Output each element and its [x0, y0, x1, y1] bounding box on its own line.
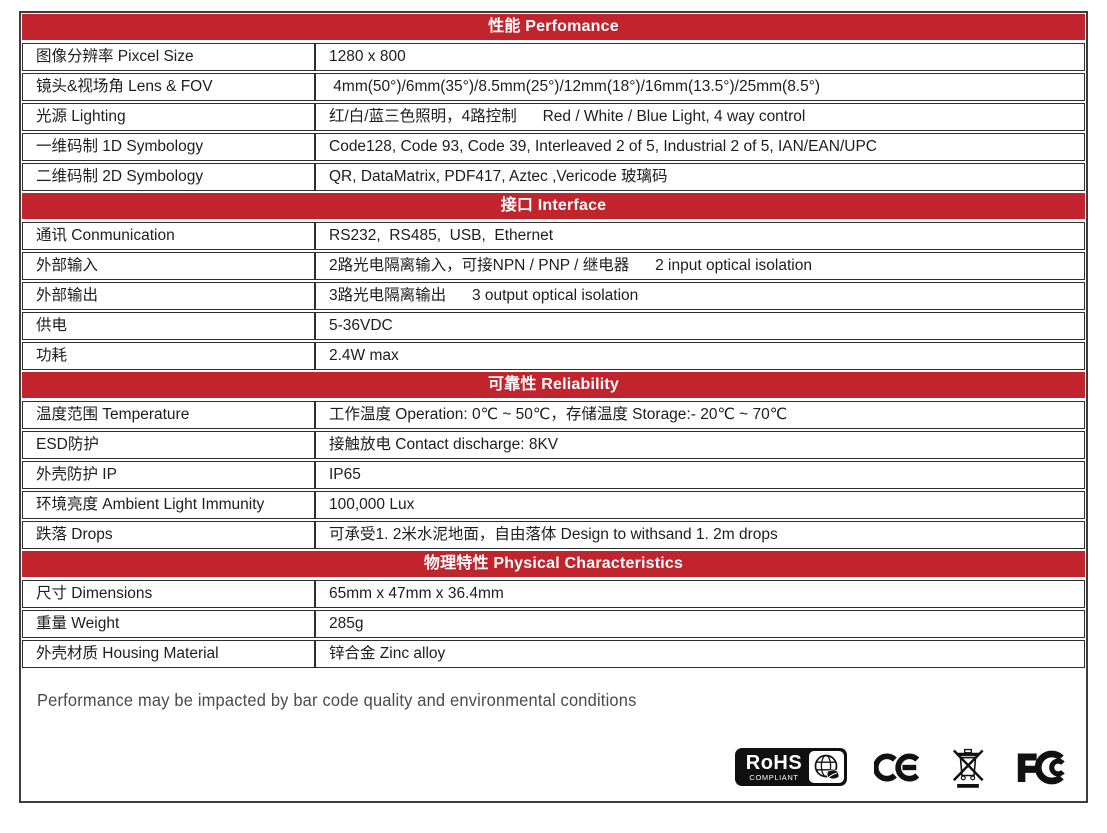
rohs-title: RoHS — [745, 751, 803, 774]
ce-mark-icon — [874, 749, 924, 786]
spec-row: 外部输出 3路光电隔离输出 3 output optical isolation — [22, 282, 1085, 310]
spec-label: 供电 — [22, 312, 315, 340]
weee-bin-icon — [951, 744, 985, 790]
spec-value: 工作温度 Operation: 0℃ ~ 50℃，存储温度 Storage:- … — [315, 401, 1085, 429]
spec-label: 外部输出 — [22, 282, 315, 310]
spec-label: 外部输入 — [22, 252, 315, 280]
spec-label: 通讯 Conmunication — [22, 222, 315, 250]
spec-value: 锌合金 Zinc alloy — [315, 640, 1085, 668]
spec-row: 外壳材质 Housing Material 锌合金 Zinc alloy — [22, 640, 1085, 668]
spec-value: QR, DataMatrix, PDF417, Aztec ,Vericode … — [315, 163, 1085, 191]
spec-value: Code128, Code 93, Code 39, Interleaved 2… — [315, 133, 1085, 161]
spec-row: 二维码制 2D Symbology QR, DataMatrix, PDF417,… — [22, 163, 1085, 191]
spec-label: 外壳防护 IP — [22, 461, 315, 489]
spec-row: 尺寸 Dimensions 65mm x 47mm x 36.4mm — [22, 580, 1085, 608]
spec-value: 3路光电隔离输出 3 output optical isolation — [315, 282, 1085, 310]
spec-row: 环境亮度 Ambient Light Immunity 100,000 Lux — [22, 491, 1085, 519]
spec-label: 温度范围 Temperature — [22, 401, 315, 429]
spec-row: ESD防护 接触放电 Contact discharge: 8KV — [22, 431, 1085, 459]
fcc-mark-icon — [1012, 749, 1070, 786]
certification-logos: RoHS COMPLIANT — [735, 744, 1070, 790]
spec-row: 功耗 2.4W max — [22, 342, 1085, 370]
spec-value: 红/白/蓝三色照明，4路控制 Red / White / Blue Light,… — [315, 103, 1085, 131]
spec-value: 100,000 Lux — [315, 491, 1085, 519]
spec-value: IP65 — [315, 461, 1085, 489]
spec-table-body: 性能 Perfomance 图像分辨率 Pixcel Size 1280 x 800… — [22, 14, 1085, 668]
section-header: 可靠性 Reliability — [22, 372, 1085, 398]
spec-value: 1280 x 800 — [315, 43, 1085, 71]
globe-leaf-icon — [809, 751, 844, 783]
spec-row: 图像分辨率 Pixcel Size 1280 x 800 — [22, 43, 1085, 71]
spec-value: 65mm x 47mm x 36.4mm — [315, 580, 1085, 608]
spec-value: 2路光电隔离输入，可接NPN / PNP / 继电器 2 input optic… — [315, 252, 1085, 280]
spec-row: 外壳防护 IP IP65 — [22, 461, 1085, 489]
spec-label: 尺寸 Dimensions — [22, 580, 315, 608]
rohs-badge: RoHS COMPLIANT — [735, 748, 847, 786]
spec-value: RS232, RS485, USB, Ethernet — [315, 222, 1085, 250]
spec-value: 5-36VDC — [315, 312, 1085, 340]
spec-label: 二维码制 2D Symbology — [22, 163, 315, 191]
spec-label: 重量 Weight — [22, 610, 315, 638]
spec-value: 4mm(50°)/6mm(35°)/8.5mm(25°)/12mm(18°)/1… — [315, 73, 1085, 101]
spec-row: 外部输入 2路光电隔离输入，可接NPN / PNP / 继电器 2 input o… — [22, 252, 1085, 280]
spec-value: 接触放电 Contact discharge: 8KV — [315, 431, 1085, 459]
section-header: 物理特性 Physical Characteristics — [22, 551, 1085, 577]
spec-label: 一维码制 1D Symbology — [22, 133, 315, 161]
spec-row: 一维码制 1D Symbology Code128, Code 93, Code … — [22, 133, 1085, 161]
spec-row: 重量 Weight 285g — [22, 610, 1085, 638]
spec-value: 可承受1. 2米水泥地面，自由落体 Design to withsand 1. … — [315, 521, 1085, 549]
rohs-label: RoHS COMPLIANT — [735, 753, 809, 782]
rohs-subtitle: COMPLIANT — [749, 772, 799, 782]
spec-row: 供电 5-36VDC — [22, 312, 1085, 340]
spec-row: 镜头&视场角 Lens & FOV 4mm(50°)/6mm(35°)/8.5m… — [22, 73, 1085, 101]
spec-sheet: 性能 Perfomance 图像分辨率 Pixcel Size 1280 x 800… — [19, 11, 1088, 803]
spec-label: 功耗 — [22, 342, 315, 370]
spec-value: 285g — [315, 610, 1085, 638]
spec-row: 通讯 Conmunication RS232, RS485, USB, Ether… — [22, 222, 1085, 250]
disclaimer-note: Performance may be impacted by bar code … — [37, 690, 637, 710]
spec-row: 跌落 Drops 可承受1. 2米水泥地面，自由落体 Design to with… — [22, 521, 1085, 549]
spec-label: 光源 Lighting — [22, 103, 315, 131]
spec-value: 2.4W max — [315, 342, 1085, 370]
spec-label: 跌落 Drops — [22, 521, 315, 549]
spec-label: ESD防护 — [22, 431, 315, 459]
spec-label: 图像分辨率 Pixcel Size — [22, 43, 315, 71]
spec-row: 光源 Lighting 红/白/蓝三色照明，4路控制 Red / White / … — [22, 103, 1085, 131]
section-header: 性能 Perfomance — [22, 14, 1085, 40]
section-header: 接口 Interface — [22, 193, 1085, 219]
spec-label: 镜头&视场角 Lens & FOV — [22, 73, 315, 101]
spec-row: 温度范围 Temperature 工作温度 Operation: 0℃ ~ 50℃… — [22, 401, 1085, 429]
spec-label: 外壳材质 Housing Material — [22, 640, 315, 668]
spec-label: 环境亮度 Ambient Light Immunity — [22, 491, 315, 519]
